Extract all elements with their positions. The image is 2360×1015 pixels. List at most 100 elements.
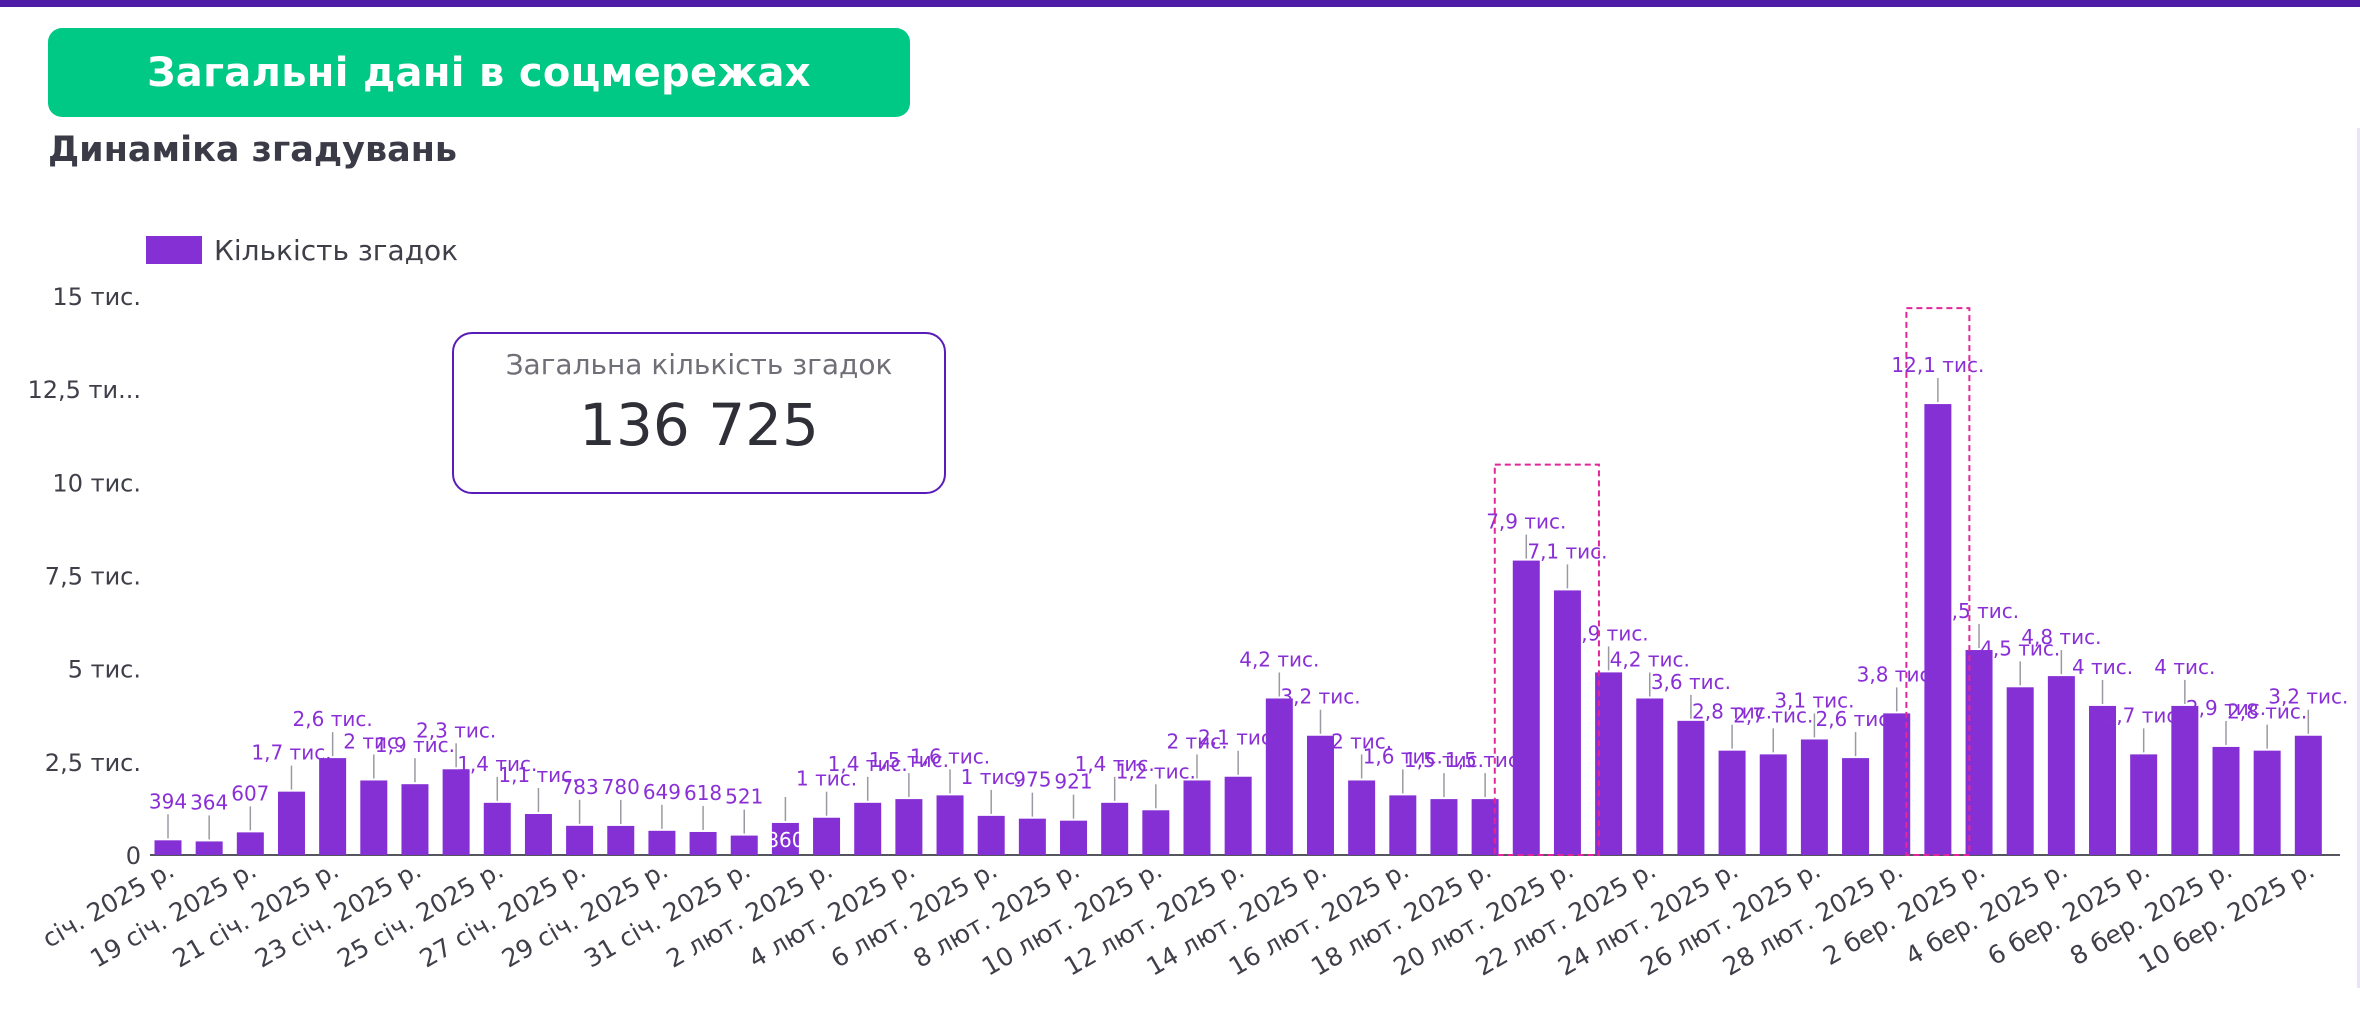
bar [524, 814, 552, 855]
data-label: 7,1 тис. [1527, 539, 1607, 563]
y-tick-label: 12,5 ти... [27, 376, 141, 404]
data-label: 1,6 тис. [910, 744, 990, 768]
bar [1800, 739, 1828, 855]
bar [1512, 560, 1540, 855]
bar [1430, 799, 1458, 855]
bar [977, 815, 1005, 855]
bar [2130, 754, 2158, 855]
bar [2171, 705, 2199, 855]
data-label: 2,7 тис. [1733, 703, 1813, 727]
data-label: 3,8 тис. [1857, 662, 1937, 686]
data-label: 3,2 тис. [1280, 685, 1360, 709]
data-label: 1,7 тис. [251, 741, 331, 765]
section-title: Динаміка згадувань [48, 130, 458, 170]
bar [1348, 780, 1376, 855]
bar [1224, 776, 1252, 855]
bar [1265, 698, 1293, 855]
right-edge-divider [2357, 128, 2360, 988]
data-label: 607 [231, 781, 269, 805]
data-label: 2,7 тис. [2104, 703, 2184, 727]
data-label: 2,6 тис. [293, 707, 373, 731]
bar [607, 825, 635, 855]
bar [1101, 802, 1129, 855]
data-label: 2,8 тис. [1692, 700, 1772, 724]
bar [895, 799, 923, 855]
data-label: 4 тис. [2154, 655, 2215, 679]
data-label: 1,9 тис. [375, 733, 455, 757]
data-label: 1,5 тис. [869, 748, 949, 772]
data-label: 2,8 тис. [2227, 700, 2307, 724]
bar [319, 758, 347, 855]
data-label: 3,1 тис. [1774, 688, 1854, 712]
top-accent-bar [0, 0, 2360, 7]
bar [2047, 676, 2075, 855]
bar [1060, 820, 1088, 855]
bar [1842, 758, 1870, 855]
data-label: 4,5 тис. [1980, 636, 2060, 660]
bar [936, 795, 964, 855]
header-badge: Загальні дані в соцмережах [48, 28, 910, 117]
bar [689, 831, 717, 855]
bar [1018, 818, 1046, 855]
bar [648, 830, 676, 855]
bar [2006, 687, 2034, 855]
bar [730, 835, 758, 855]
bar [360, 780, 388, 855]
data-label: 783 [561, 775, 599, 799]
data-label: 4,2 тис. [1239, 647, 1319, 671]
bar [771, 822, 799, 855]
legend-swatch [146, 236, 202, 264]
y-tick-label: 2,5 тис. [45, 749, 141, 777]
data-label: 1,1 тис. [498, 763, 578, 787]
bar [1759, 754, 1787, 855]
data-label: 7,9 тис. [1486, 510, 1566, 534]
data-label: 4,8 тис. [2021, 625, 2101, 649]
bar [483, 802, 511, 855]
data-label: 4,2 тис. [1610, 647, 1690, 671]
peak-highlight-box [1493, 463, 1600, 856]
total-mentions-value: 136 725 [579, 391, 819, 459]
y-tick-label: 0 [126, 842, 141, 870]
data-label: 1,4 тис. [828, 752, 908, 776]
bar [2294, 735, 2322, 855]
peak-highlight-box [1905, 307, 1971, 857]
bar [154, 840, 182, 855]
total-mentions-label: Загальна кількість згадок [505, 348, 893, 381]
data-label: 4 тис. [2072, 655, 2133, 679]
bar [813, 817, 841, 855]
bar [2212, 746, 2240, 855]
y-tick-label: 10 тис. [52, 469, 141, 497]
data-label: 12,1 тис. [1891, 353, 1984, 377]
data-label: 2 тис. [1331, 729, 1392, 753]
y-tick-label: 15 тис. [52, 283, 141, 311]
data-label: 394 [149, 789, 187, 813]
data-label: 618 [684, 781, 722, 805]
y-tick-label: 5 тис. [68, 656, 141, 684]
bar [566, 825, 594, 855]
data-label: 3,2 тис. [2268, 685, 2348, 709]
bar [277, 791, 305, 855]
bar [236, 832, 264, 855]
legend-label: Кількість згадок [214, 234, 458, 267]
data-label: 364 [190, 790, 228, 814]
bar [1471, 799, 1499, 855]
data-label: 2,9 тис. [2186, 696, 2266, 720]
bar [1389, 795, 1417, 855]
data-label: 3,6 тис. [1651, 670, 1731, 694]
bar [1636, 698, 1664, 855]
data-label: 2 тис. [343, 729, 404, 753]
bar [1718, 750, 1746, 855]
data-label: 1,5 тис. [1445, 748, 1525, 772]
data-label: 2 тис. [1166, 729, 1227, 753]
header-title: Загальні дані в соцмережах [147, 49, 811, 96]
data-label: 521 [725, 785, 763, 809]
data-label: 649 [643, 780, 681, 804]
bar [1553, 590, 1581, 855]
data-label: 1 тис. [796, 767, 857, 791]
total-mentions-card: Загальна кількість згадок 136 725 [452, 332, 946, 494]
bar [2089, 705, 2117, 855]
data-label: 780 [602, 775, 640, 799]
data-label: 1,6 тис. [1363, 744, 1443, 768]
bar [1306, 735, 1334, 855]
